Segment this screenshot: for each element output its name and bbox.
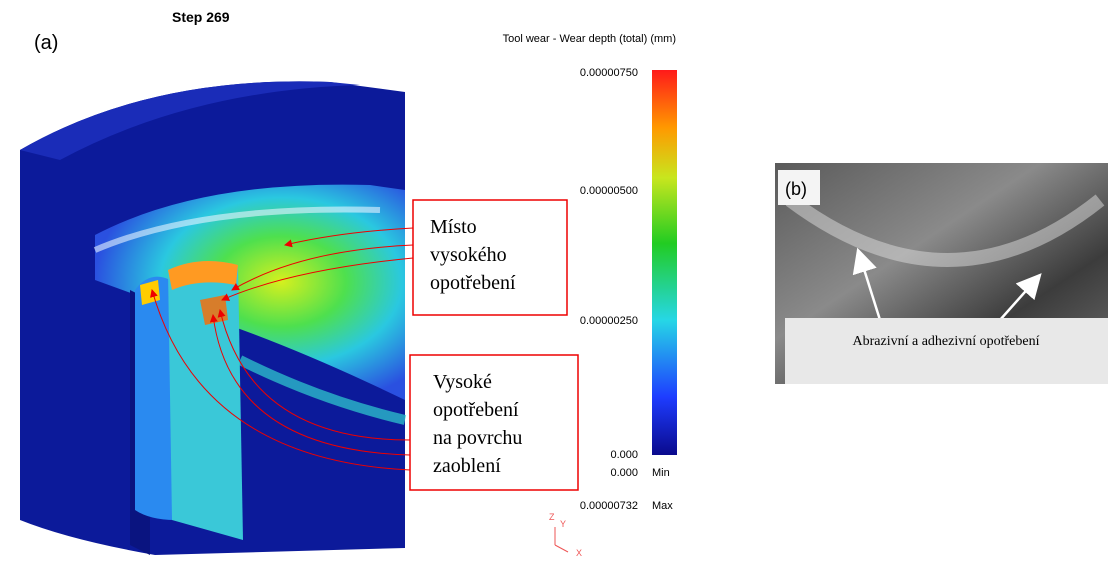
panel-label: (a): [34, 32, 58, 54]
callout-text: Vysoké: [433, 371, 492, 393]
step-label: Step 269: [172, 9, 230, 25]
figure: (a) Step 269 Tool wear - Wear depth (tot…: [0, 0, 1111, 563]
callout-text: zaoblení: [433, 455, 501, 477]
callout-text: na povrchu: [433, 427, 522, 449]
min-label: Min: [652, 467, 670, 479]
max-label: Max: [652, 500, 673, 512]
scale-label: 0.00000500: [580, 185, 638, 197]
axis-y: Y: [560, 519, 566, 529]
colorbar: [652, 70, 677, 455]
caption-box: [785, 318, 1108, 384]
callout-text: Místo: [430, 216, 477, 238]
scale-label: 0.00000250: [580, 315, 638, 327]
axis-triad: [555, 527, 568, 552]
callout-text: opotřebení: [433, 399, 519, 421]
max-value: 0.00000732: [580, 500, 638, 512]
caption: Abrazivní a adhezivní opotřebení: [853, 334, 1040, 349]
axis-x: X: [576, 548, 582, 558]
panel-label: (b): [785, 179, 807, 199]
axis-z: Z: [549, 512, 555, 522]
scale-label: 0.000: [610, 449, 638, 461]
min-value: 0.000: [610, 467, 638, 479]
simulation-model: [20, 81, 405, 555]
callout-text: opotřebení: [430, 272, 516, 294]
legend-title: Tool wear - Wear depth (total) (mm): [503, 33, 676, 45]
callout-text: vysokého: [430, 244, 507, 266]
scale-label: 0.00000750: [580, 67, 638, 79]
